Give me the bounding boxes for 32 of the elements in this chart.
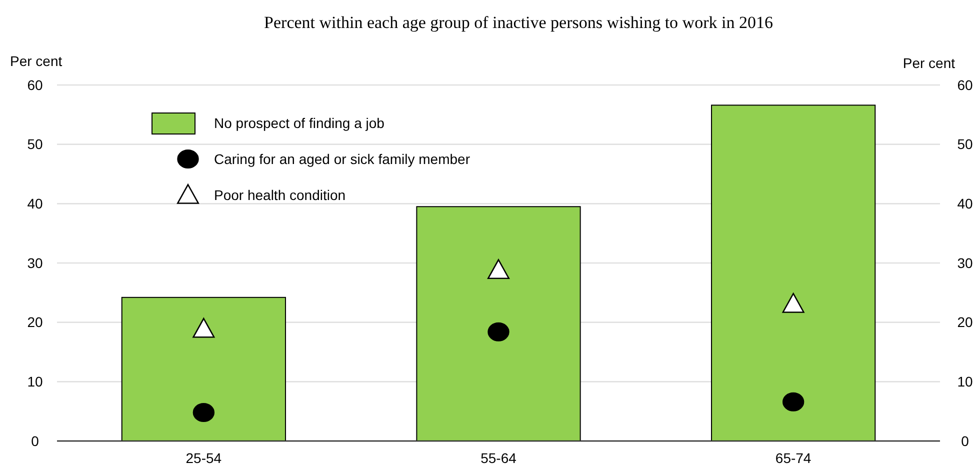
y2-tick-label: 10 <box>957 374 973 390</box>
legend-label: No prospect of finding a job <box>214 114 385 131</box>
bar <box>711 104 876 442</box>
point <box>192 403 215 422</box>
y-tick-label: 60 <box>27 76 43 93</box>
y2-tick-label: 0 <box>961 432 970 449</box>
y2-axis-title: Per cent <box>902 55 956 71</box>
legend-label: Caring for an aged or sick family member <box>214 150 470 167</box>
y-tick-label: 10 <box>27 374 43 390</box>
bar <box>121 296 286 442</box>
y2-tick-label: 30 <box>957 254 973 271</box>
y-tick-label: 0 <box>31 432 40 449</box>
y-tick-label: 20 <box>27 314 43 330</box>
y-tick-label: 50 <box>27 136 43 152</box>
x-tick-label: 25-54 <box>186 450 222 466</box>
point <box>192 318 215 338</box>
bar <box>416 206 581 442</box>
point <box>782 392 804 412</box>
y2-tick-label: 20 <box>957 314 973 330</box>
y-tick-label: 40 <box>27 196 43 212</box>
legend-label: Poor health condition <box>214 186 346 203</box>
y2-tick-label: 60 <box>957 76 973 93</box>
point <box>782 292 804 313</box>
point <box>488 259 510 280</box>
x-tick-label: 55-64 <box>480 450 517 466</box>
x-tick-label: 65-74 <box>775 450 812 466</box>
chart-title: Percent within each age group of inactive persons wishing to work in 2016 <box>264 13 773 32</box>
y-axis-title: Per cent <box>10 53 62 69</box>
y-tick-label: 30 <box>27 254 43 271</box>
point <box>488 322 510 342</box>
y2-tick-label: 50 <box>957 136 973 152</box>
y2-tick-label: 40 <box>957 196 973 212</box>
